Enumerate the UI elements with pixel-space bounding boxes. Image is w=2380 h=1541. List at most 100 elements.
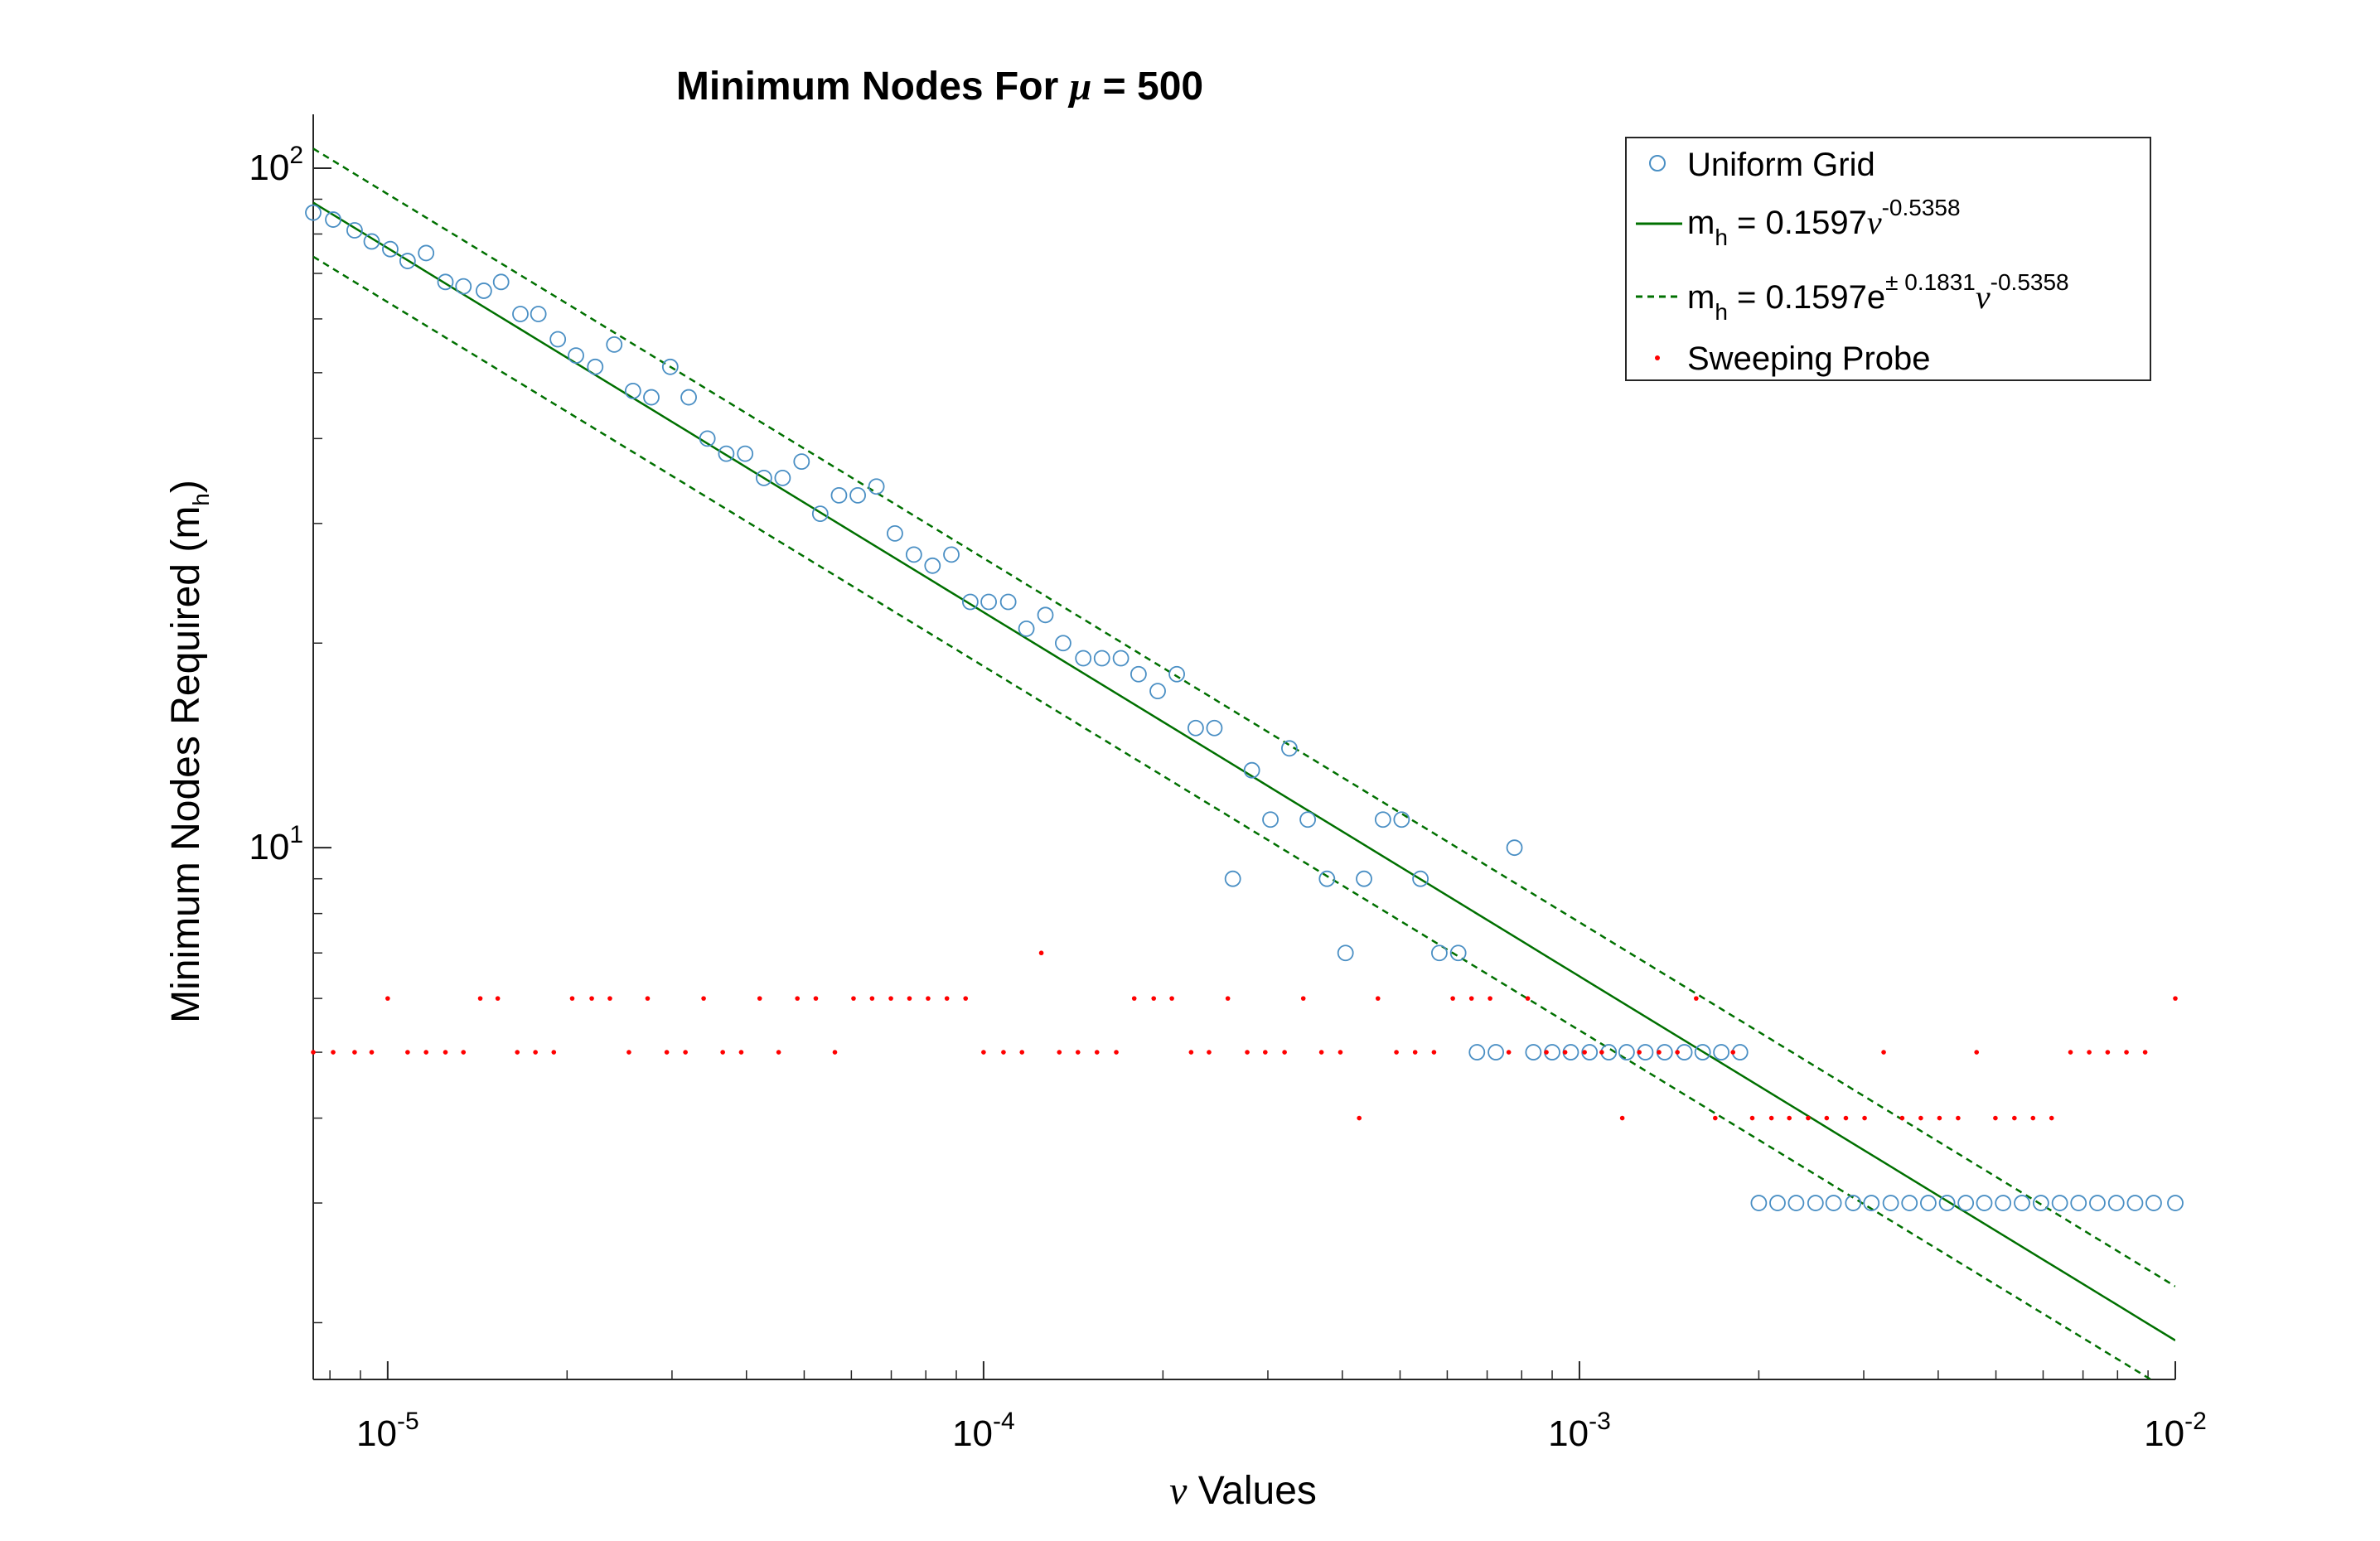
uniform-grid-point <box>1393 811 1410 828</box>
uniform-grid-point <box>1769 1195 1786 1211</box>
sweeping-probe-point <box>1094 1050 1100 1055</box>
uniform-grid-point <box>1920 1195 1937 1211</box>
sweeping-probe-point <box>2142 1050 2148 1055</box>
x-tick-base: 10 <box>356 1413 397 1454</box>
x-tick-label: 10-3 <box>1548 1408 1611 1454</box>
uniform-grid-point <box>661 358 679 375</box>
uniform-grid-point <box>1938 1195 1956 1211</box>
uniform-grid-point <box>1957 1195 1975 1211</box>
y-axis-label-text: Minimum Nodes Required (m <box>164 506 208 1023</box>
uniform-grid-point <box>325 211 341 228</box>
x-tick-label: 10-2 <box>2144 1408 2207 1454</box>
uniform-grid-point <box>1281 740 1298 757</box>
sweeping-probe-point <box>1956 1115 1961 1121</box>
chart-title-suffix: = 500 <box>1091 65 1203 109</box>
uniform-grid-point <box>1149 683 1166 700</box>
x-tick-base: 10 <box>952 1413 993 1454</box>
uniform-grid-point <box>2070 1195 2087 1211</box>
sweeping-probe-point <box>1918 1115 1923 1121</box>
sweeping-probe-point <box>311 1050 316 1055</box>
sweeping-probe-point <box>2124 1050 2129 1055</box>
uniform-grid-point <box>2089 1195 2106 1211</box>
uniform-grid-point <box>1337 944 1354 962</box>
uniform-grid-point <box>774 470 791 486</box>
legend-marker-uniform-grid <box>1649 155 1666 171</box>
chart-title: Minimum Nodes For μ = 500 <box>676 65 1203 109</box>
sweeping-probe-point <box>1768 1115 1774 1121</box>
uniform-grid-point <box>1525 1044 1542 1060</box>
uniform-grid-point <box>811 505 829 523</box>
x-ticks: 10-5 10-4 10-3 10-2 <box>356 1361 2207 1454</box>
uniform-grid-point <box>363 233 380 250</box>
sweeping-probe-point <box>1263 1050 1268 1055</box>
uniform-grid-point <box>1807 1195 1824 1211</box>
uniform-grid-point <box>943 546 960 563</box>
band-lower-line <box>313 255 2153 1379</box>
sweeping-probe-point <box>1899 1115 1905 1121</box>
uniform-grid-point <box>418 244 435 262</box>
uniform-grid-point <box>1995 1195 2012 1211</box>
uniform-grid-point <box>924 557 941 574</box>
legend-fit-base: m <box>1687 205 1715 241</box>
sweeping-probe-point <box>1245 1050 1250 1055</box>
uniform-grid-points <box>305 204 2184 1211</box>
sweeping-probe-point <box>888 996 893 1001</box>
sweeping-probe-point <box>981 1050 986 1055</box>
sweeping-probe-point <box>683 1050 688 1055</box>
uniform-grid-point <box>530 306 547 322</box>
sweeping-probe-point <box>907 996 912 1001</box>
uniform-grid-point <box>1863 1195 1880 1211</box>
uniform-grid-point <box>305 204 322 221</box>
sweeping-probe-point <box>589 996 594 1001</box>
uniform-grid-point <box>1299 811 1317 828</box>
legend-band-sup1: ± 0.1831 <box>1885 269 1976 295</box>
legend-box <box>1625 137 2151 381</box>
legend-band-sub: h <box>1715 299 1728 325</box>
uniform-grid-point <box>1206 719 1223 737</box>
uniform-grid-point <box>1713 1044 1730 1060</box>
uniform-grid-point <box>437 273 454 291</box>
chart-title-symbol: μ <box>1067 65 1092 109</box>
x-tick-base: 10 <box>1548 1413 1589 1454</box>
sweeping-probe-point <box>1582 1050 1587 1055</box>
uniform-grid-point <box>1882 1195 1899 1211</box>
x-tick-exponent: -5 <box>397 1408 419 1435</box>
sweeping-probe-point <box>795 996 801 1001</box>
sweeping-probe-point <box>1694 996 1699 1001</box>
legend-band-sup: -0.5358 <box>1991 269 2069 295</box>
sweeping-probe-point <box>495 996 501 1001</box>
sweeping-probe-point <box>1375 996 1381 1001</box>
sweeping-probe-point <box>1806 1115 1811 1121</box>
uniform-grid-point <box>737 445 754 462</box>
uniform-grid-point <box>475 283 492 299</box>
sweeping-probe-point <box>963 996 969 1001</box>
uniform-grid-point <box>2051 1195 2068 1211</box>
uniform-grid-point <box>1130 665 1147 683</box>
sweeping-probe-point <box>1749 1115 1755 1121</box>
uniform-grid-point <box>382 240 399 258</box>
sweeping-probe-point <box>1599 1050 1604 1055</box>
sweeping-probe-point <box>2012 1115 2017 1121</box>
sweeping-probe-point <box>1657 1050 1662 1055</box>
sweeping-probe-point <box>533 1050 538 1055</box>
legend-label-sweeping-probe: Sweeping Probe <box>1687 341 1931 377</box>
sweeping-probe-point <box>1075 1050 1081 1055</box>
sweeping-probe-point <box>1114 1050 1119 1055</box>
uniform-grid-point <box>549 331 567 348</box>
uniform-grid-point <box>961 593 979 611</box>
uniform-grid-point <box>455 278 472 295</box>
sweeping-probe-point <box>1974 1050 1980 1055</box>
sweeping-probe-point <box>1057 1050 1062 1055</box>
legend-fit-sub: h <box>1715 225 1728 250</box>
sweeping-probe-point <box>626 1050 631 1055</box>
uniform-grid-point <box>1318 870 1336 887</box>
uniform-grid-point <box>755 470 772 486</box>
uniform-grid-point <box>1901 1195 1918 1211</box>
uniform-grid-point <box>1243 761 1260 779</box>
uniform-grid-point <box>568 347 584 365</box>
uniform-grid-point <box>1787 1195 1805 1211</box>
uniform-grid-point <box>2167 1195 2184 1211</box>
uniform-grid-point <box>849 486 866 504</box>
legend-fit-text: = 0.1597 <box>1728 205 1867 241</box>
uniform-grid-point <box>512 306 529 322</box>
